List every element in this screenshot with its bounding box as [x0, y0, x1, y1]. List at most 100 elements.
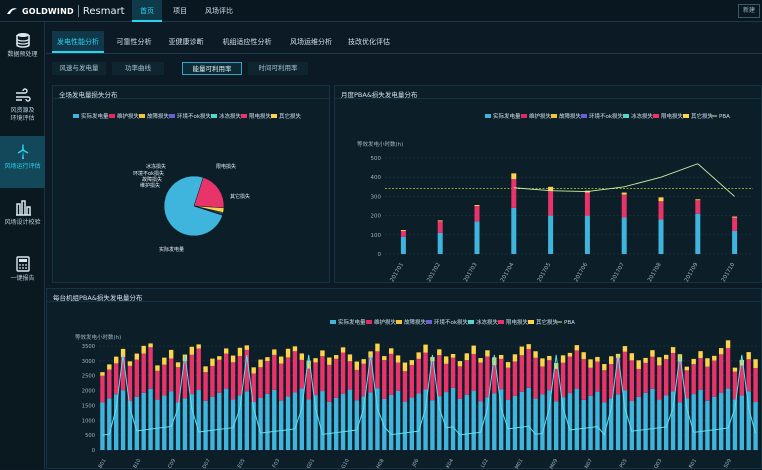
subtab-power-curve[interactable]: 功率曲线 — [112, 62, 164, 75]
bar-segment — [258, 359, 263, 368]
bar-segment — [492, 393, 497, 450]
bar-segment — [168, 391, 174, 450]
bar-segment — [498, 354, 504, 359]
bar-segment — [430, 357, 435, 362]
legend-swatch-actual — [485, 114, 491, 118]
bar-segment — [608, 364, 614, 399]
legend-label-pba: PBA — [719, 114, 730, 120]
bar-segment — [155, 365, 160, 371]
bar-segment — [670, 347, 676, 354]
legend-label-pba: PBA — [564, 320, 575, 326]
subtab-energy-availability[interactable]: 能量可利用率 — [182, 62, 242, 75]
bar-segment — [732, 371, 738, 400]
bar-segment — [217, 392, 222, 450]
pie-panel: 全场发电量损失分布 实际发电量 维护损失 故障损失 环境不ok损失 冰冻损失 限电损失 其它… — [52, 85, 330, 283]
nav-home[interactable]: 首页 — [132, 0, 162, 22]
bar-segment — [443, 392, 449, 450]
bar-segment — [705, 400, 710, 450]
new-button[interactable]: 新建 — [737, 4, 760, 18]
bar-segment — [663, 395, 669, 450]
bar-segment — [608, 398, 614, 450]
bar-segment — [320, 391, 325, 450]
tab-subhealth[interactable]: 亚健康诊断 — [168, 38, 204, 46]
pie-label: 维护损失 — [140, 182, 160, 189]
tab-reliability[interactable]: 可靠性分析 — [116, 38, 152, 46]
tab-adaptability[interactable]: 机组适应性分析 — [222, 38, 272, 46]
subtab-time-availability[interactable]: 时间可利用率 — [248, 62, 308, 75]
x-tick-label: C09 — [167, 458, 177, 470]
nav-project[interactable]: 项目 — [173, 7, 187, 15]
bar-segment — [636, 396, 641, 450]
bar-segment — [285, 348, 291, 358]
bar-segment — [658, 219, 664, 254]
bar-segment — [368, 351, 373, 358]
bar-segment — [162, 364, 167, 396]
legend-swatch-ice — [623, 114, 629, 118]
bar-segment — [553, 401, 559, 450]
bar-segment — [684, 370, 690, 399]
y-tick-label: 3000 — [82, 359, 95, 365]
bar-segment — [265, 357, 270, 362]
sidebar-item-design-check[interactable]: 风场设计校验 — [0, 192, 45, 244]
bar-segment — [595, 391, 600, 450]
legend-swatch-limit — [241, 114, 247, 118]
bar-segment — [423, 344, 428, 353]
bar-segment — [474, 221, 480, 254]
bar-segment — [210, 396, 215, 450]
bar-segment — [402, 362, 408, 372]
legend-swatch-maint — [521, 114, 527, 118]
bar-segment — [120, 357, 126, 391]
sidebar-item-data-preprocess[interactable]: 数据预处理 — [0, 24, 45, 76]
bar-segment — [272, 349, 277, 355]
bar-segment — [327, 401, 332, 450]
legend-label-fault: 故障损失 — [147, 112, 170, 120]
subtab-wind-speed[interactable]: 风速与发电量 — [52, 62, 106, 75]
bar-segment — [622, 346, 628, 352]
x-tick-label: 201706 — [573, 262, 589, 284]
bar-segment — [134, 353, 140, 360]
bar-segment — [292, 392, 298, 450]
bar-segment — [621, 217, 627, 254]
bar-segment — [485, 356, 490, 398]
y-tick-label: 400 — [371, 175, 382, 181]
bar-segment — [107, 369, 112, 399]
bar-segment — [588, 395, 593, 450]
sidebar-item-report[interactable]: 一键报告 — [0, 248, 45, 300]
bar-segment — [457, 361, 463, 367]
bar-segment — [120, 348, 126, 358]
bar-segment — [299, 388, 305, 450]
bar-segment — [113, 363, 119, 395]
bar-segment — [698, 358, 703, 391]
calculator-icon — [15, 256, 30, 272]
tab-retrofit[interactable]: 技改优化评估 — [348, 38, 390, 46]
legend-swatch-fault — [396, 320, 402, 324]
bar-segment — [388, 394, 394, 450]
bar-segment — [196, 344, 201, 349]
x-tick-label: G01 — [306, 458, 316, 470]
x-tick-label: P05 — [619, 458, 629, 469]
bar-segment — [519, 391, 525, 450]
sidebar-label: 风场运行评估 — [4, 163, 41, 170]
bar-segment — [684, 398, 690, 450]
bar-segment — [512, 361, 518, 396]
x-tick-label: B01 — [98, 458, 108, 469]
bar-segment — [636, 360, 641, 370]
tab-power-performance[interactable]: 发电性能分析 — [52, 31, 104, 53]
sidebar-label: 数据预处理 — [7, 51, 38, 58]
bar-segment — [629, 401, 635, 450]
sidebar-item-wind-resource[interactable]: 风资源及 环境评估 — [0, 80, 45, 132]
legend-label-env: 环境不ok损失 — [177, 112, 212, 120]
bar-segment — [272, 354, 277, 390]
bar-segment — [107, 398, 112, 450]
nav-farm-compare[interactable]: 风场评比 — [205, 7, 233, 15]
sidebar-item-farm-operation[interactable]: 风场运行评估 — [0, 136, 45, 188]
legend-label-fault: 故障损失 — [559, 112, 582, 120]
bar-segment — [354, 361, 360, 370]
bar-segment — [608, 356, 614, 365]
bar-segment — [375, 388, 380, 450]
tab-om-analysis[interactable]: 风场运维分析 — [290, 38, 332, 46]
y-tick-label: 1500 — [82, 403, 95, 409]
bar-segment — [588, 359, 593, 368]
bar-segment — [148, 388, 153, 450]
bar-segment — [409, 397, 415, 450]
